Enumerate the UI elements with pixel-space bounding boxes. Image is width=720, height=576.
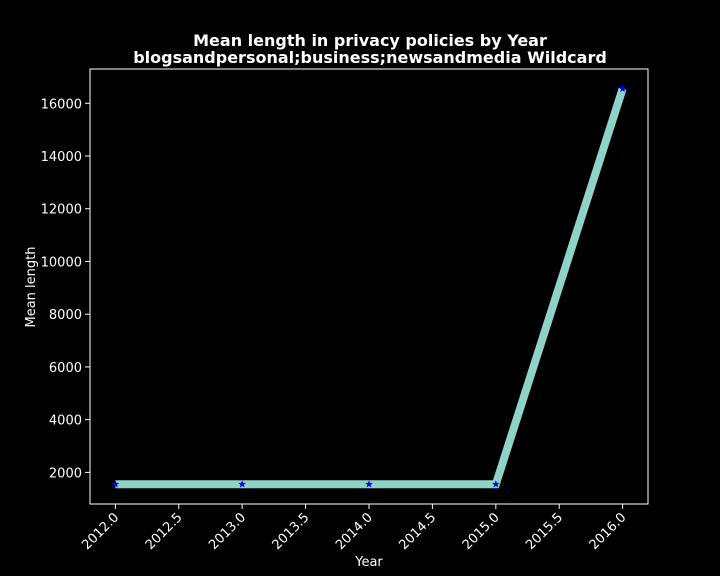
- y-axis-label: Mean length: [24, 247, 39, 328]
- y-axis: 2000 4000 6000 8000 10000 12000 14000 16000: [41, 97, 90, 481]
- data-point-marker: [111, 480, 120, 488]
- data-point-marker: [492, 480, 500, 488]
- chart-subtitle: blogsandpersonal;business;newsandmedia W…: [133, 48, 607, 67]
- y-tick-label: 16000: [41, 97, 82, 112]
- y-tick-label: 2000: [49, 466, 82, 481]
- x-axis-label: Year: [354, 555, 383, 570]
- chart-title: Mean length in privacy policies by Year: [193, 31, 547, 50]
- y-tick-label: 12000: [41, 203, 82, 218]
- series-layer: [111, 84, 627, 489]
- y-tick-label: 8000: [49, 308, 82, 323]
- data-point-marker: [365, 480, 373, 488]
- y-tick-label: 14000: [41, 150, 82, 165]
- y-tick-label: 10000: [41, 255, 82, 270]
- y-tick-label: 4000: [49, 414, 82, 429]
- y-tick-label: 6000: [49, 361, 82, 376]
- data-point-marker: [238, 480, 246, 488]
- data-point-marker: [618, 84, 627, 93]
